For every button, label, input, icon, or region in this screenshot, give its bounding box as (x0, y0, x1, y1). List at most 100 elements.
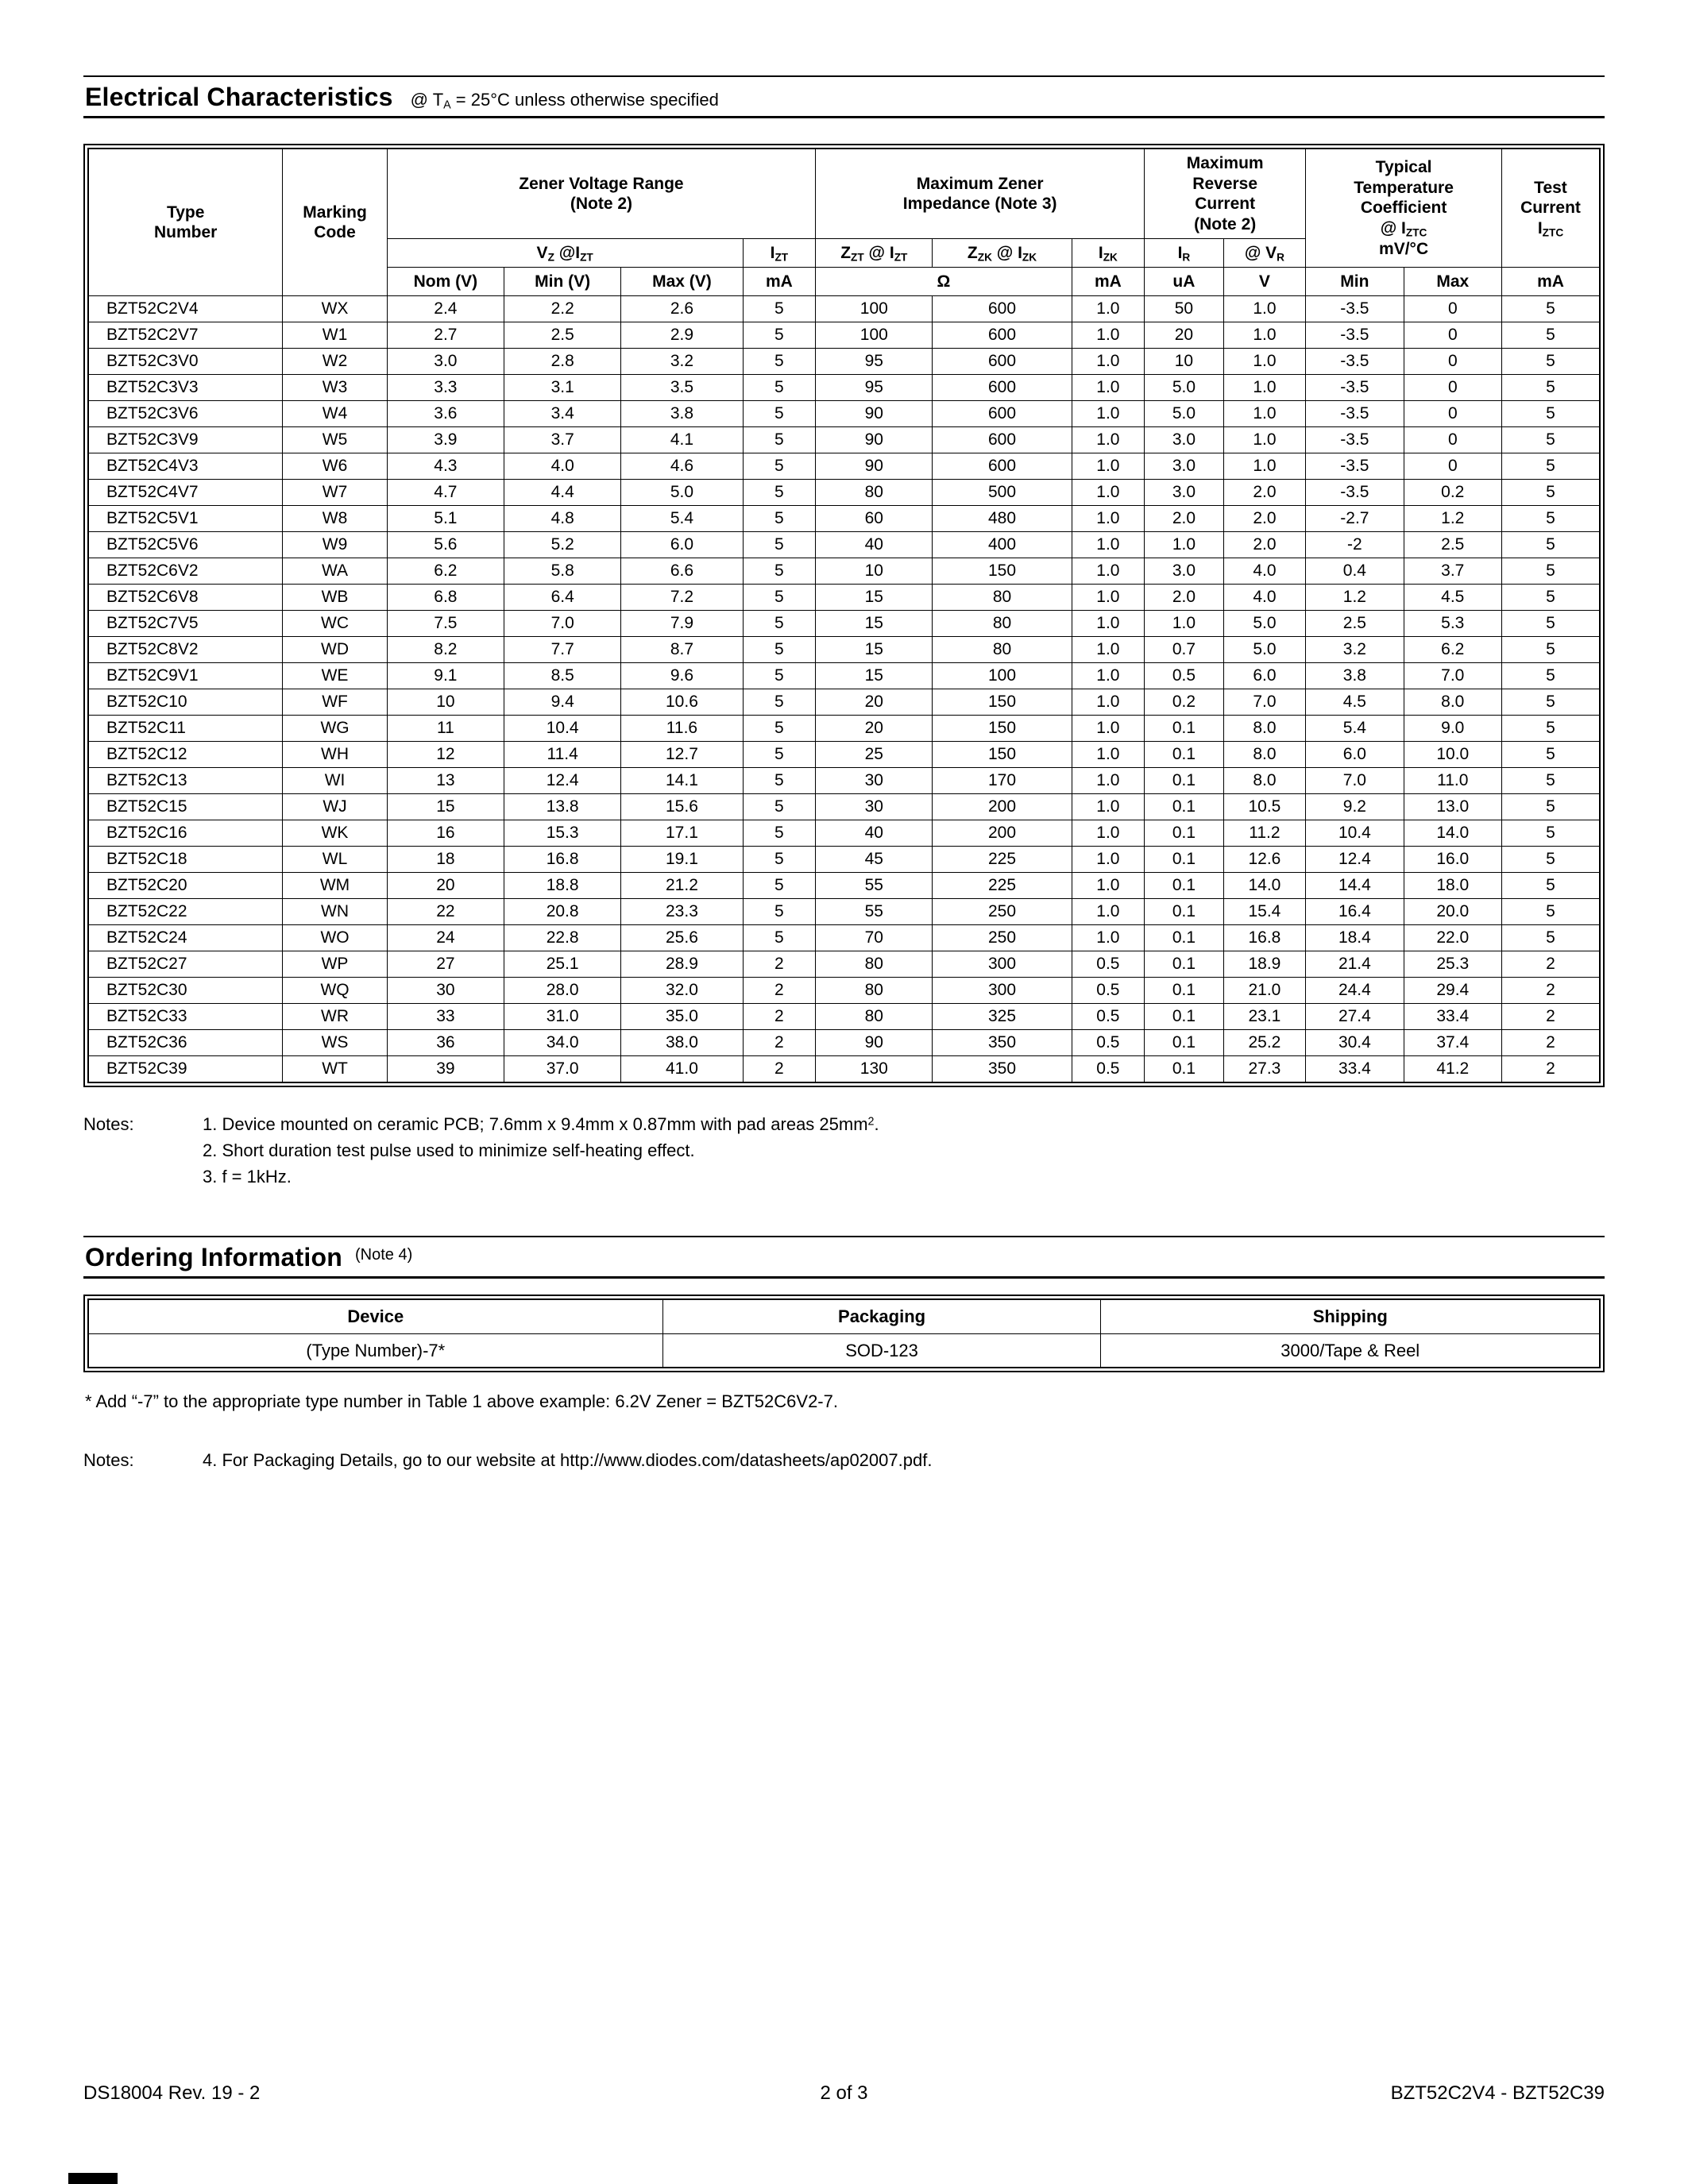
cell-zzt: 95 (815, 374, 933, 402)
table-row: BZT52C36 WS 36 34.0 38.0 2 90 350 0.5 0.1 25.2 30.4… (87, 1029, 1601, 1057)
cell-zzt: 100 (815, 295, 933, 323)
cell-ir: 0.1 (1144, 741, 1224, 769)
cell-zzk: 600 (932, 400, 1072, 428)
cell-vz-min: 7.7 (504, 636, 622, 664)
cell-vz-max: 4.1 (620, 426, 744, 454)
cell-vr: 6.0 (1223, 662, 1307, 690)
cell-ir: 5.0 (1144, 374, 1224, 402)
cell-type-number: BZT52C30 (87, 977, 284, 1005)
cell-ir: 50 (1144, 295, 1224, 323)
cell-zzk: 300 (932, 977, 1072, 1005)
cell-marking-code: WN (282, 898, 388, 926)
cell-vz-min: 20.8 (504, 898, 622, 926)
section-title-ordering: Ordering Information (85, 1242, 342, 1271)
cell-tc-max: 16.0 (1403, 846, 1502, 874)
cell-vz-max: 2.9 (620, 322, 744, 349)
cell-izk: 1.0 (1071, 689, 1145, 716)
cell-vr: 23.1 (1223, 1003, 1307, 1031)
cell-tc-min: 3.8 (1305, 662, 1404, 690)
cell-marking-code: WQ (282, 977, 388, 1005)
cell-zzk: 225 (932, 846, 1072, 874)
cell-tc-min: -2.7 (1305, 505, 1404, 533)
cell-vz-nom: 27 (386, 951, 505, 978)
subheader-at-vr: @ VR (1223, 238, 1307, 268)
cell-iztc: 5 (1501, 846, 1601, 874)
cell-zzt: 80 (815, 951, 933, 978)
cell-device: (Type Number)-7* (87, 1333, 663, 1368)
cell-marking-code: WI (282, 767, 388, 795)
cell-marking-code: WM (282, 872, 388, 900)
cell-izt: 5 (742, 689, 817, 716)
cell-marking-code: WJ (282, 793, 388, 821)
cell-ir: 2.0 (1144, 584, 1224, 612)
cell-vr: 1.0 (1223, 374, 1307, 402)
cell-type-number: BZT52C11 (87, 715, 284, 743)
subheader-vz-at-izt: VZ @IZT (386, 238, 744, 268)
cell-zzk: 600 (932, 322, 1072, 349)
cell-vz-max: 7.2 (620, 584, 744, 612)
cell-tc-min: -3.5 (1305, 453, 1404, 480)
cell-vr: 4.0 (1223, 558, 1307, 585)
unit-izk-ma: mA (1071, 267, 1145, 297)
cell-marking-code: WG (282, 715, 388, 743)
cell-izk: 1.0 (1071, 322, 1145, 349)
cell-marking-code: W5 (282, 426, 388, 454)
table-row: BZT52C30 WQ 30 28.0 32.0 2 80 300 0.5 0.1 21.0 24.4… (87, 977, 1601, 1005)
cell-izk: 1.0 (1071, 715, 1145, 743)
table-row: BZT52C4V7 W7 4.7 4.4 5.0 5 80 500 1.0 3.0 2.0 -3.5 0… (87, 479, 1601, 507)
cell-tc-max: 9.0 (1403, 715, 1502, 743)
cell-vz-min: 4.0 (504, 453, 622, 480)
cell-ir: 5.0 (1144, 400, 1224, 428)
cell-vz-nom: 3.3 (386, 374, 505, 402)
cell-iztc: 5 (1501, 767, 1601, 795)
cell-vz-min: 31.0 (504, 1003, 622, 1031)
cell-izt: 5 (742, 558, 817, 585)
notes-label: Notes: (83, 1449, 134, 1470)
cell-vz-max: 38.0 (620, 1029, 744, 1057)
cell-zzt: 30 (815, 793, 933, 821)
cell-tc-max: 0 (1403, 295, 1502, 323)
cell-zzk: 80 (932, 636, 1072, 664)
cell-type-number: BZT52C36 (87, 1029, 284, 1057)
cell-type-number: BZT52C3V9 (87, 426, 284, 454)
cell-ir: 3.0 (1144, 453, 1224, 480)
cell-zzt: 130 (815, 1055, 933, 1083)
cell-vz-max: 19.1 (620, 846, 744, 874)
cell-izk: 1.0 (1071, 479, 1145, 507)
cell-ir: 3.0 (1144, 558, 1224, 585)
cell-tc-max: 0 (1403, 453, 1502, 480)
cell-marking-code: WF (282, 689, 388, 716)
cell-zzt: 15 (815, 610, 933, 638)
cell-vz-min: 11.4 (504, 741, 622, 769)
cell-type-number: BZT52C27 (87, 951, 284, 978)
cell-vz-max: 23.3 (620, 898, 744, 926)
cell-type-number: BZT52C8V2 (87, 636, 284, 664)
cell-vz-max: 17.1 (620, 820, 744, 847)
cell-marking-code: WB (282, 584, 388, 612)
col-header-type-number: Type Number (87, 148, 284, 297)
cell-tc-min: 1.2 (1305, 584, 1404, 612)
cell-vz-max: 28.9 (620, 951, 744, 978)
ordering-information-table: Device Packaging Shipping (Type Number)-… (87, 1298, 1601, 1368)
cell-zzt: 15 (815, 662, 933, 690)
table-row: BZT52C8V2 WD 8.2 7.7 8.7 5 15 80 1.0 0.7 5.0 3.2 6.2… (87, 636, 1601, 664)
cell-iztc: 2 (1501, 1003, 1601, 1031)
cell-vz-min: 6.4 (504, 584, 622, 612)
cell-iztc: 5 (1501, 558, 1601, 585)
cell-izt: 5 (742, 453, 817, 480)
cell-vz-nom: 22 (386, 898, 505, 926)
unit-vr-v: V (1223, 267, 1307, 297)
cell-type-number: BZT52C13 (87, 767, 284, 795)
notes-list: 1. Device mounted on ceramic PCB; 7.6mm … (203, 1111, 879, 1190)
cell-vz-nom: 39 (386, 1055, 505, 1083)
unit-tc-min: Min (1305, 267, 1404, 297)
cell-tc-min: 30.4 (1305, 1029, 1404, 1057)
page-number: 2 of 3 (820, 2082, 868, 2104)
cell-tc-max: 10.0 (1403, 741, 1502, 769)
cell-iztc: 5 (1501, 584, 1601, 612)
cell-type-number: BZT52C4V7 (87, 479, 284, 507)
cell-vz-max: 25.6 (620, 924, 744, 952)
cell-tc-max: 7.0 (1403, 662, 1502, 690)
table-row: BZT52C15 WJ 15 13.8 15.6 5 30 200 1.0 0.1 10.5 9.2 1… (87, 793, 1601, 821)
cell-tc-max: 0 (1403, 400, 1502, 428)
